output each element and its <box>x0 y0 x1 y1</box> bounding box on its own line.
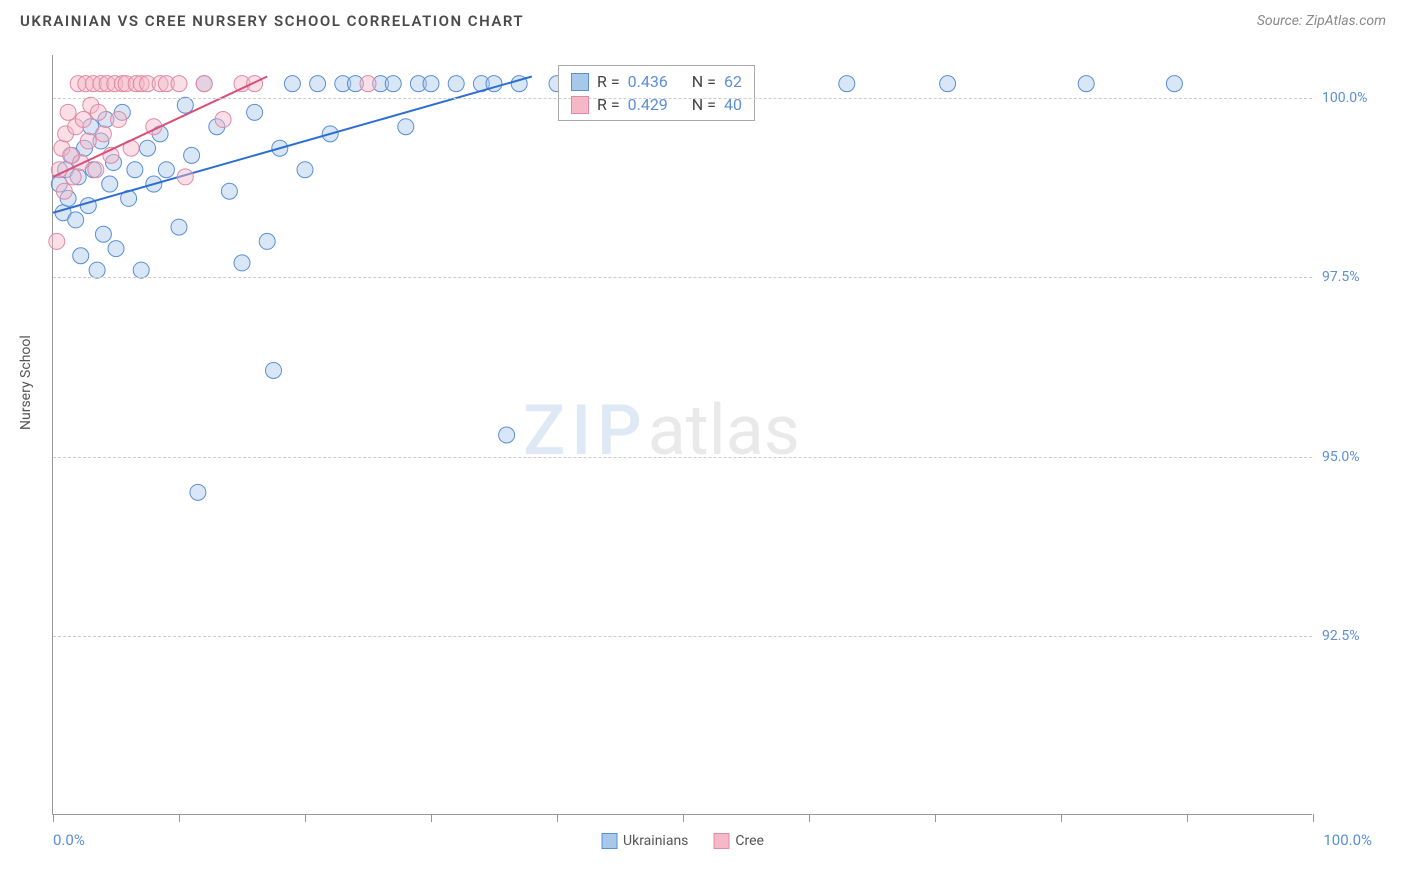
data-point <box>215 112 231 128</box>
x-tick <box>557 814 558 822</box>
data-point <box>385 76 401 92</box>
x-tick <box>179 814 180 822</box>
legend-bottom: Ukrainians Cree <box>601 833 764 849</box>
data-point <box>80 198 96 214</box>
scatter-svg <box>53 55 1312 814</box>
gridline <box>53 98 1312 99</box>
data-point <box>133 262 149 278</box>
data-point <box>89 262 105 278</box>
data-point <box>1166 76 1182 92</box>
data-point <box>448 76 464 92</box>
x-tick <box>1061 814 1062 822</box>
data-point <box>247 104 263 120</box>
x-tick <box>1313 814 1314 822</box>
data-point <box>73 248 89 264</box>
gridline <box>53 277 1312 278</box>
data-point <box>839 76 855 92</box>
chart-title: UKRAINIAN VS CREE NURSERY SCHOOL CORRELA… <box>20 12 524 30</box>
y-tick-label: 92.5% <box>1322 628 1392 644</box>
data-point <box>423 76 439 92</box>
x-axis-max-label: 100.0% <box>1323 831 1372 849</box>
data-point <box>49 233 65 249</box>
y-axis-label: Nursery School <box>18 335 34 430</box>
data-point <box>95 126 111 142</box>
data-point <box>73 155 89 171</box>
data-point <box>266 362 282 378</box>
stats-legend-box: R = 0.436 N = 62 R = 0.429 N = 40 <box>558 65 755 121</box>
data-point <box>90 104 106 120</box>
data-point <box>234 255 250 271</box>
y-tick-label: 97.5% <box>1322 269 1392 285</box>
data-point <box>190 484 206 500</box>
stats-swatch-ukrainians <box>571 73 589 91</box>
x-tick <box>809 814 810 822</box>
data-point <box>140 140 156 156</box>
chart-header: UKRAINIAN VS CREE NURSERY SCHOOL CORRELA… <box>0 0 1406 38</box>
data-point <box>102 176 118 192</box>
data-point <box>88 162 104 178</box>
data-point <box>65 169 81 185</box>
gridline <box>53 457 1312 458</box>
data-point <box>360 76 376 92</box>
data-point <box>80 133 96 149</box>
data-point <box>177 169 193 185</box>
data-point <box>1078 76 1094 92</box>
data-point <box>247 76 263 92</box>
data-point <box>196 76 212 92</box>
data-point <box>310 76 326 92</box>
data-point <box>940 76 956 92</box>
data-point <box>499 427 515 443</box>
y-tick-label: 100.0% <box>1322 90 1392 106</box>
data-point <box>398 119 414 135</box>
n-value-ukrainians: 62 <box>724 72 742 91</box>
legend-item-cree: Cree <box>713 833 764 849</box>
data-point <box>111 112 127 128</box>
x-tick <box>935 814 936 822</box>
r-label: R = <box>597 72 620 91</box>
legend-label-ukrainians: Ukrainians <box>623 833 688 849</box>
stats-row-ukrainians: R = 0.436 N = 62 <box>571 72 742 91</box>
data-point <box>177 97 193 113</box>
data-point <box>221 183 237 199</box>
y-tick-label: 95.0% <box>1322 449 1392 465</box>
r-value-ukrainians: 0.436 <box>628 72 668 91</box>
data-point <box>171 76 187 92</box>
data-point <box>184 147 200 163</box>
data-point <box>75 112 91 128</box>
legend-swatch-ukrainians <box>601 833 617 849</box>
legend-label-cree: Cree <box>735 833 764 849</box>
legend-item-ukrainians: Ukrainians <box>601 833 688 849</box>
data-point <box>284 76 300 92</box>
x-tick <box>305 814 306 822</box>
x-tick <box>683 814 684 822</box>
data-point <box>60 104 76 120</box>
plot-area: ZIPatlas R = 0.436 N = 62 R = 0.429 N = … <box>52 55 1312 815</box>
x-tick <box>53 814 54 822</box>
data-point <box>56 183 72 199</box>
data-point <box>127 162 143 178</box>
data-point <box>171 219 187 235</box>
data-point <box>68 212 84 228</box>
gridline <box>53 636 1312 637</box>
x-axis-min-label: 0.0% <box>53 831 85 849</box>
source-attribution: Source: ZipAtlas.com <box>1257 13 1386 29</box>
legend-swatch-cree <box>713 833 729 849</box>
x-tick <box>431 814 432 822</box>
data-point <box>297 162 313 178</box>
data-point <box>259 233 275 249</box>
data-point <box>95 226 111 242</box>
n-label: N = <box>692 72 716 91</box>
x-tick <box>1187 814 1188 822</box>
data-point <box>108 241 124 257</box>
data-point <box>158 162 174 178</box>
